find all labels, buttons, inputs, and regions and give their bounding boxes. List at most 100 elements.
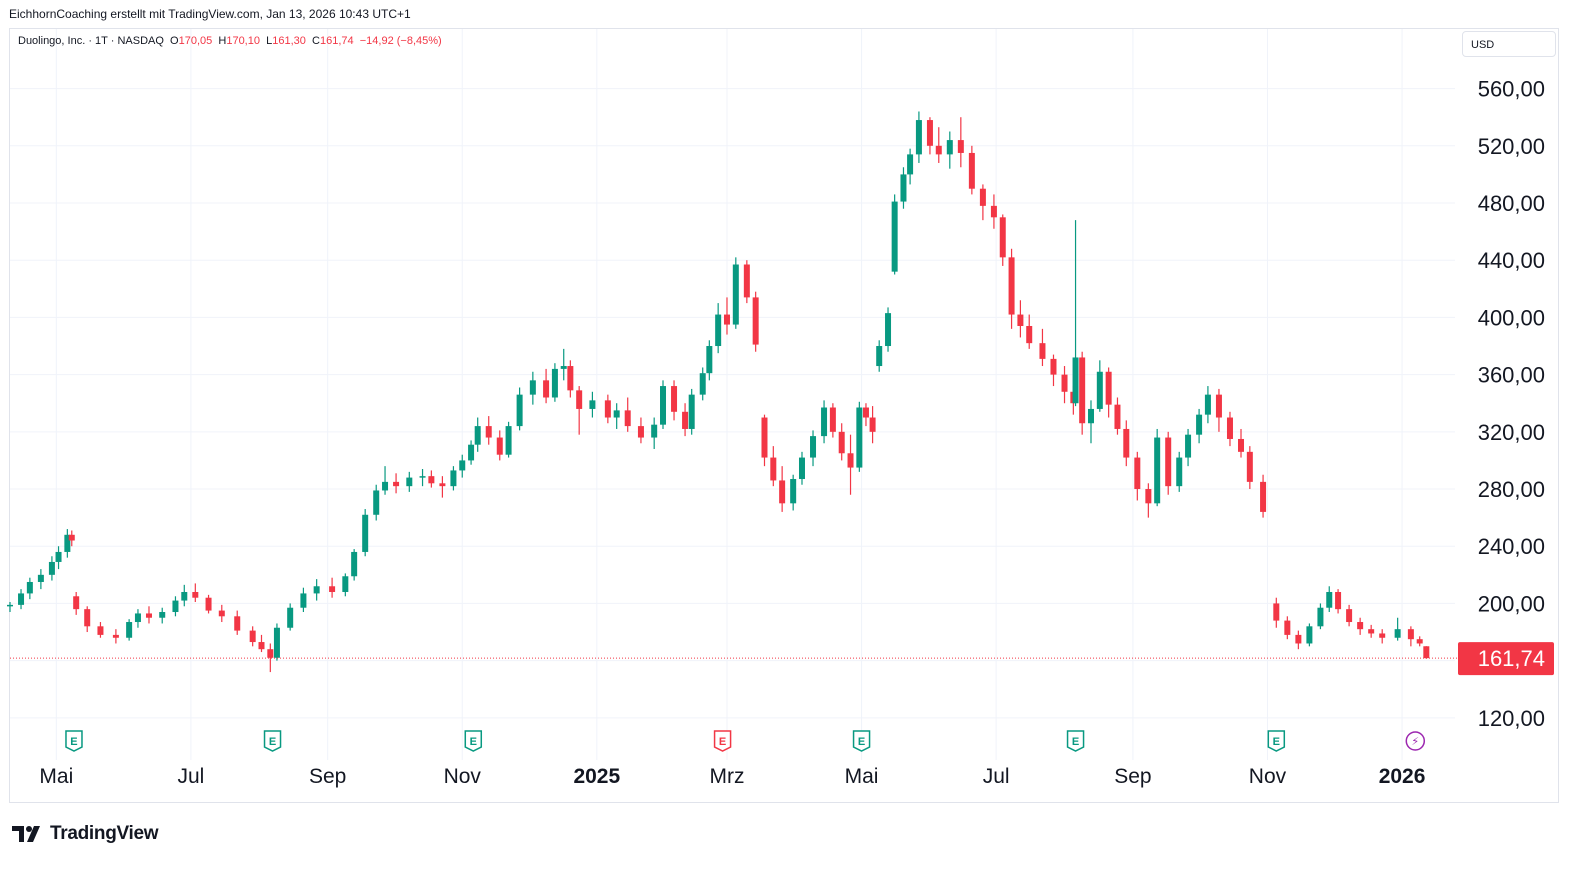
candle-body [26, 581, 33, 594]
candle [529, 371, 536, 405]
low-label: L [266, 35, 273, 47]
candle-body [821, 407, 828, 437]
candle [428, 470, 435, 488]
change-value: −14,92 (−8,45%) [359, 35, 442, 47]
candle [589, 391, 596, 418]
candle-body [55, 551, 62, 562]
candle-body [1050, 358, 1057, 375]
candle-body [1026, 325, 1033, 344]
candle-body [192, 591, 199, 598]
brand-name: TradingView [50, 823, 159, 844]
time-axis[interactable]: Mai Jul Sep Nov 2025 Mrz Mai Jul Sep Nov 2026 [39, 765, 1425, 788]
candle-body [560, 366, 567, 369]
candle-body [351, 551, 358, 577]
candle [73, 591, 80, 615]
candlestick-chart[interactable]: 161,74 E E E E E E E ⚡ 120,00 200,00 240,00 280,00… [0, 0, 1592, 810]
candle [761, 414, 768, 467]
earnings-marker-icon: E [464, 730, 483, 752]
candle-body [373, 490, 380, 515]
candle [798, 451, 805, 485]
candle [1295, 630, 1302, 650]
candle-body [1246, 451, 1253, 482]
candle [869, 406, 876, 444]
candle [419, 469, 426, 487]
candle [790, 474, 797, 511]
earnings-marker-shape [464, 730, 483, 752]
candle-body [1204, 394, 1211, 415]
candle [907, 148, 914, 185]
price-axis[interactable]: 120,00 200,00 240,00 280,00 320,00 360,00 400,… [1478, 77, 1545, 731]
candle-body [624, 410, 631, 427]
candle [551, 363, 558, 402]
earnings-marker-icon: E [65, 730, 83, 752]
earnings-marker-label: E [1072, 736, 1079, 748]
candle-body [84, 609, 91, 627]
candle-body [1335, 591, 1342, 610]
tradingview-logo[interactable]: TradingView [12, 822, 159, 846]
candle [1114, 397, 1121, 435]
candle [706, 340, 713, 381]
candle [1087, 400, 1094, 444]
candle-body [869, 417, 876, 432]
open-label: O [170, 35, 179, 47]
candle-body [48, 561, 55, 575]
candle-body [362, 514, 369, 552]
candle [496, 430, 503, 461]
earnings-marker-shape [1267, 730, 1286, 752]
x-tick-label: Nov [1249, 765, 1287, 788]
candle [732, 257, 739, 329]
candle [935, 127, 942, 163]
earnings-marker-shape [1066, 730, 1085, 752]
candle [1176, 451, 1183, 492]
high-label: H [218, 35, 227, 47]
candle [699, 367, 706, 401]
candle [84, 606, 91, 633]
candle [1165, 431, 1172, 495]
candle [1284, 616, 1291, 640]
candle-body [64, 534, 71, 552]
candle [1105, 367, 1112, 418]
candle [847, 434, 854, 495]
candle [351, 549, 358, 581]
event-markers: E E E E E E E ⚡ [65, 730, 1426, 752]
currency-selector[interactable]: USD [1462, 31, 1556, 57]
candle-body [968, 152, 975, 189]
x-tick-label: Mai [39, 765, 73, 788]
candle [1423, 646, 1430, 659]
y-tick-label: 280,00 [1478, 477, 1545, 502]
candle [273, 623, 280, 661]
candle-body [752, 297, 759, 345]
candle [1196, 408, 1203, 444]
candle-body [1394, 629, 1401, 638]
candle-body [907, 154, 914, 175]
earnings-marker-icon: E [852, 730, 871, 752]
candle-body [1039, 343, 1046, 359]
candle-body [249, 630, 256, 643]
candle [218, 604, 225, 623]
candle [468, 440, 475, 465]
candle-body [1226, 417, 1233, 439]
candle-body [258, 642, 265, 650]
candle [516, 387, 523, 431]
candle [990, 194, 997, 229]
candle-body [1154, 437, 1161, 504]
candle-body [145, 613, 152, 618]
candle [373, 484, 380, 521]
candle-body [979, 188, 986, 206]
candle-body [419, 476, 426, 478]
candle [1416, 636, 1423, 647]
candle-body [1017, 314, 1024, 326]
candle [1215, 388, 1222, 432]
candle [1407, 626, 1414, 647]
candle-body [68, 534, 75, 541]
earnings-marker-label: E [1273, 736, 1280, 748]
candle-body [496, 437, 503, 455]
candle-body [485, 426, 492, 438]
candle-body [1326, 591, 1333, 608]
candle-body [1260, 481, 1267, 512]
candle [37, 569, 44, 590]
candle-body [715, 314, 722, 347]
candle [192, 583, 199, 603]
candle [1061, 366, 1068, 404]
candle [1154, 428, 1161, 507]
